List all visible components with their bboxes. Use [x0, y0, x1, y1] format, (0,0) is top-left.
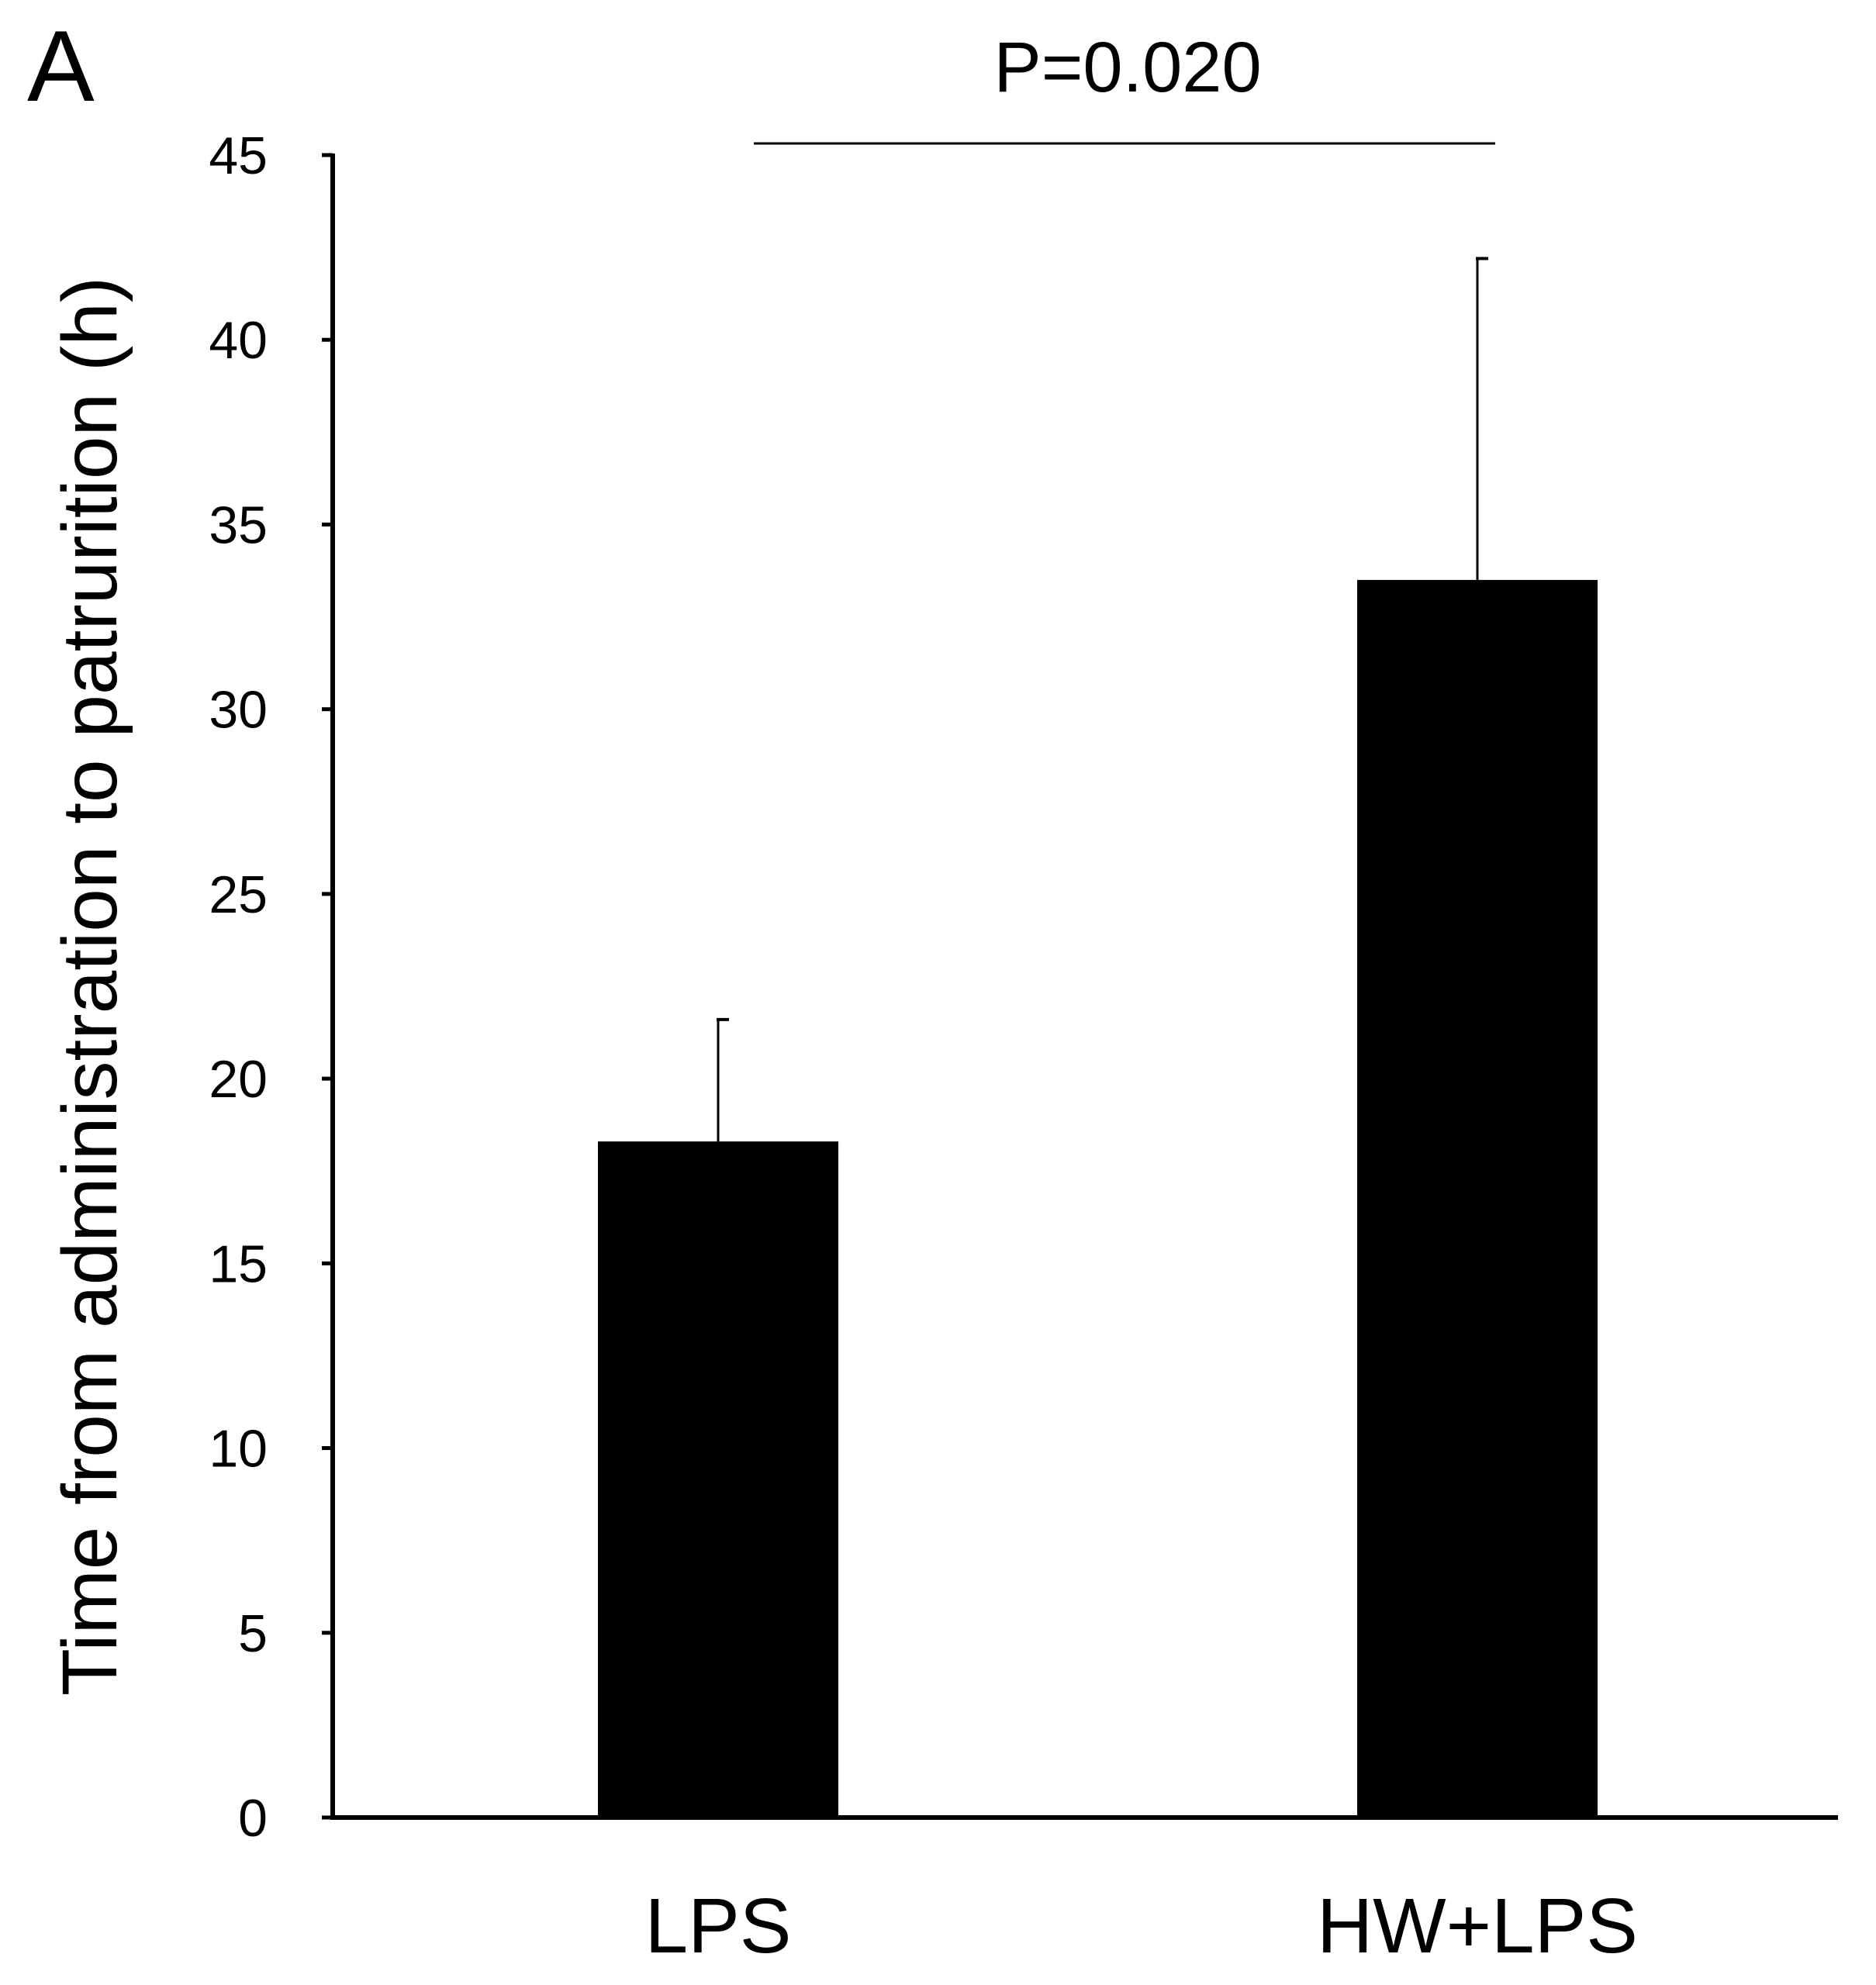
- y-tick-label: 20: [209, 1050, 268, 1109]
- p-value-annotation: P=0.020: [993, 28, 1261, 107]
- x-tick-label: LPS: [644, 1883, 791, 1969]
- bar-lps: [598, 1141, 838, 1818]
- x-tick-label: HW+LPS: [1317, 1883, 1638, 1969]
- y-axis-label: Time from administration to patrurition …: [47, 277, 133, 1696]
- y-tick-label: 30: [209, 681, 268, 740]
- y-tick-label: 25: [209, 865, 268, 924]
- y-tick-label: 5: [238, 1604, 268, 1663]
- bar-hw-lps: [1357, 579, 1598, 1818]
- y-tick-label: 45: [209, 126, 268, 185]
- panel-label: A: [27, 9, 95, 123]
- y-tick-label: 15: [209, 1234, 268, 1293]
- y-tick-label: 40: [209, 311, 268, 370]
- y-tick-label: 0: [238, 1789, 268, 1848]
- y-tick-label: 10: [209, 1420, 268, 1479]
- y-tick-label: 35: [209, 495, 268, 554]
